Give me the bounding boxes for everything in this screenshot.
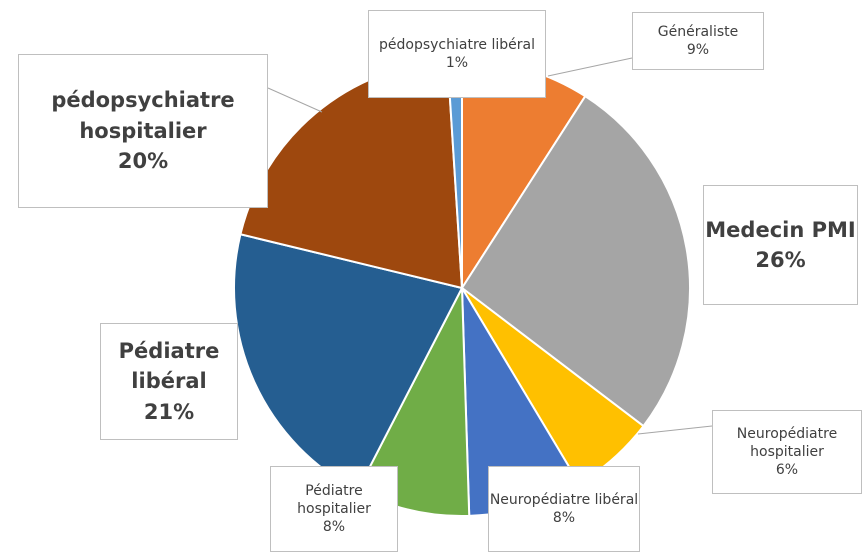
leader-line [267, 87, 323, 113]
label-name: Neuropédiatre libéral [489, 491, 639, 508]
data-label: Pédiatre libéral 21% [100, 323, 238, 440]
label-name: Pédiatre hospitalier [297, 482, 371, 517]
data-label: Généraliste 9% [632, 12, 764, 70]
label-value: 6% [775, 462, 799, 479]
data-label: Medecin PMI 26% [703, 185, 858, 305]
label-value: 21% [143, 399, 195, 424]
label-value: 8% [322, 519, 346, 536]
label-value: 1% [445, 55, 469, 71]
label-name: Généraliste [657, 23, 739, 40]
label-value: 26% [755, 248, 806, 272]
data-label: Neuropédiatre libéral 8% [488, 466, 640, 552]
data-label: Pédiatre hospitalier 8% [270, 466, 398, 552]
leader-line [547, 57, 633, 77]
data-label: pédopsychiatre libéral 1% [368, 10, 546, 98]
label-value: 8% [552, 510, 576, 526]
label-value: 9% [686, 42, 710, 58]
leader-line [637, 425, 713, 435]
label-name: Neuropédiatre hospitalier [736, 425, 838, 460]
label-name: pédopsychiatre hospitalier [51, 88, 235, 143]
label-name: pédopsychiatre libéral [379, 36, 535, 53]
data-label: Neuropédiatre hospitalier 6% [712, 410, 862, 494]
label-value: 20% [117, 149, 169, 174]
pie-slice [460, 94, 691, 428]
data-label: pédopsychiatre hospitalier 20% [18, 54, 268, 208]
label-name: Pédiatre libéral [118, 338, 220, 394]
label-name: Medecin PMI [705, 217, 856, 242]
